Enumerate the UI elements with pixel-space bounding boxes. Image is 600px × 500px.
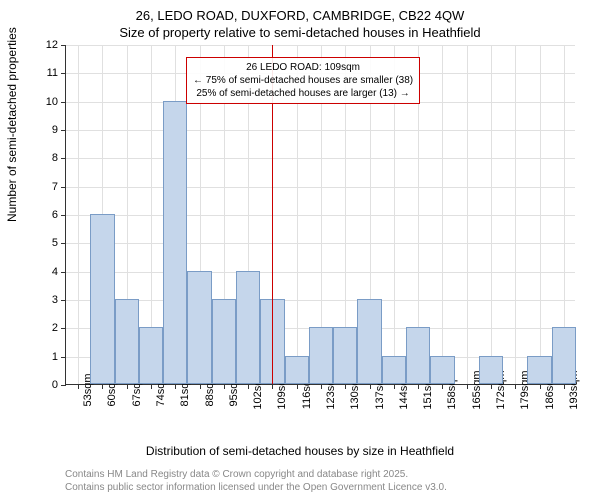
x-tick — [442, 384, 443, 389]
y-tick-label: 11 — [47, 67, 58, 79]
histogram-bar — [187, 271, 211, 384]
y-tick-label: 12 — [46, 39, 58, 51]
annotation-box: 26 LEDO ROAD: 109sqm← 75% of semi-detach… — [186, 57, 420, 104]
y-tick-label: 10 — [46, 96, 58, 108]
histogram-bar — [357, 299, 381, 384]
y-tick-label: 7 — [52, 181, 58, 193]
histogram-bar — [309, 327, 333, 384]
y-axis-label: Number of semi-detached properties — [5, 27, 19, 222]
chart-title-sub: Size of property relative to semi-detach… — [0, 25, 600, 40]
histogram-bar — [115, 299, 139, 384]
x-tick — [540, 384, 541, 389]
x-tick — [127, 384, 128, 389]
x-tick — [564, 384, 565, 389]
y-tick — [61, 215, 66, 216]
gridline-v — [515, 45, 516, 384]
gridline-v — [467, 45, 468, 384]
gridline-v — [491, 45, 492, 384]
y-tick-label: 5 — [52, 237, 58, 249]
x-tick — [345, 384, 346, 389]
histogram-bar — [527, 356, 551, 384]
histogram-bar — [139, 327, 163, 384]
y-tick-label: 3 — [52, 294, 58, 306]
histogram-bar — [479, 356, 503, 384]
y-tick — [61, 328, 66, 329]
y-tick — [61, 45, 66, 46]
x-tick — [394, 384, 395, 389]
chart-title-main: 26, LEDO ROAD, DUXFORD, CAMBRIDGE, CB22 … — [0, 8, 600, 23]
y-tick-label: 6 — [52, 209, 58, 221]
histogram-bar — [236, 271, 260, 384]
histogram-bar — [212, 299, 236, 384]
y-tick — [61, 73, 66, 74]
chart-container: 012345678910111253sqm60sqm67sqm74sqm81sq… — [65, 45, 575, 385]
annotation-line2: ← 75% of semi-detached houses are smalle… — [193, 74, 413, 87]
y-tick — [61, 243, 66, 244]
x-tick — [78, 384, 79, 389]
y-tick — [61, 187, 66, 188]
y-tick-label: 1 — [52, 351, 58, 363]
y-tick-label: 4 — [52, 266, 58, 278]
x-tick — [467, 384, 468, 389]
y-tick — [61, 300, 66, 301]
y-tick-label: 9 — [52, 124, 58, 136]
histogram-bar — [382, 356, 406, 384]
x-tick — [321, 384, 322, 389]
x-tick — [297, 384, 298, 389]
x-tick — [102, 384, 103, 389]
gridline-v — [78, 45, 79, 384]
y-tick — [61, 385, 66, 386]
histogram-bar — [406, 327, 430, 384]
y-tick — [61, 158, 66, 159]
footer-line2: Contains public sector information licen… — [65, 481, 447, 494]
x-tick — [224, 384, 225, 389]
histogram-bar — [333, 327, 357, 384]
x-tick — [272, 384, 273, 389]
x-axis-label: Distribution of semi-detached houses by … — [0, 444, 600, 458]
histogram-bar — [285, 356, 309, 384]
y-tick — [61, 130, 66, 131]
x-tick — [370, 384, 371, 389]
footer-line1: Contains HM Land Registry data © Crown c… — [65, 468, 447, 481]
y-tick — [61, 357, 66, 358]
x-tick — [418, 384, 419, 389]
annotation-line3: 25% of semi-detached houses are larger (… — [193, 87, 413, 100]
gridline-v — [442, 45, 443, 384]
histogram-bar — [90, 214, 114, 384]
y-tick-label: 2 — [52, 322, 58, 334]
histogram-bar — [430, 356, 454, 384]
gridline-v — [540, 45, 541, 384]
histogram-bar — [163, 101, 187, 384]
histogram-bar — [552, 327, 576, 384]
x-tick — [200, 384, 201, 389]
plot-area: 012345678910111253sqm60sqm67sqm74sqm81sq… — [65, 45, 575, 385]
y-tick — [61, 272, 66, 273]
y-tick-label: 0 — [52, 379, 58, 391]
x-tick — [515, 384, 516, 389]
annotation-line1: 26 LEDO ROAD: 109sqm — [193, 61, 413, 74]
x-tick — [248, 384, 249, 389]
x-tick — [491, 384, 492, 389]
x-tick — [151, 384, 152, 389]
x-tick — [175, 384, 176, 389]
y-tick-label: 8 — [52, 152, 58, 164]
y-tick — [61, 102, 66, 103]
footer-attribution: Contains HM Land Registry data © Crown c… — [65, 468, 447, 494]
